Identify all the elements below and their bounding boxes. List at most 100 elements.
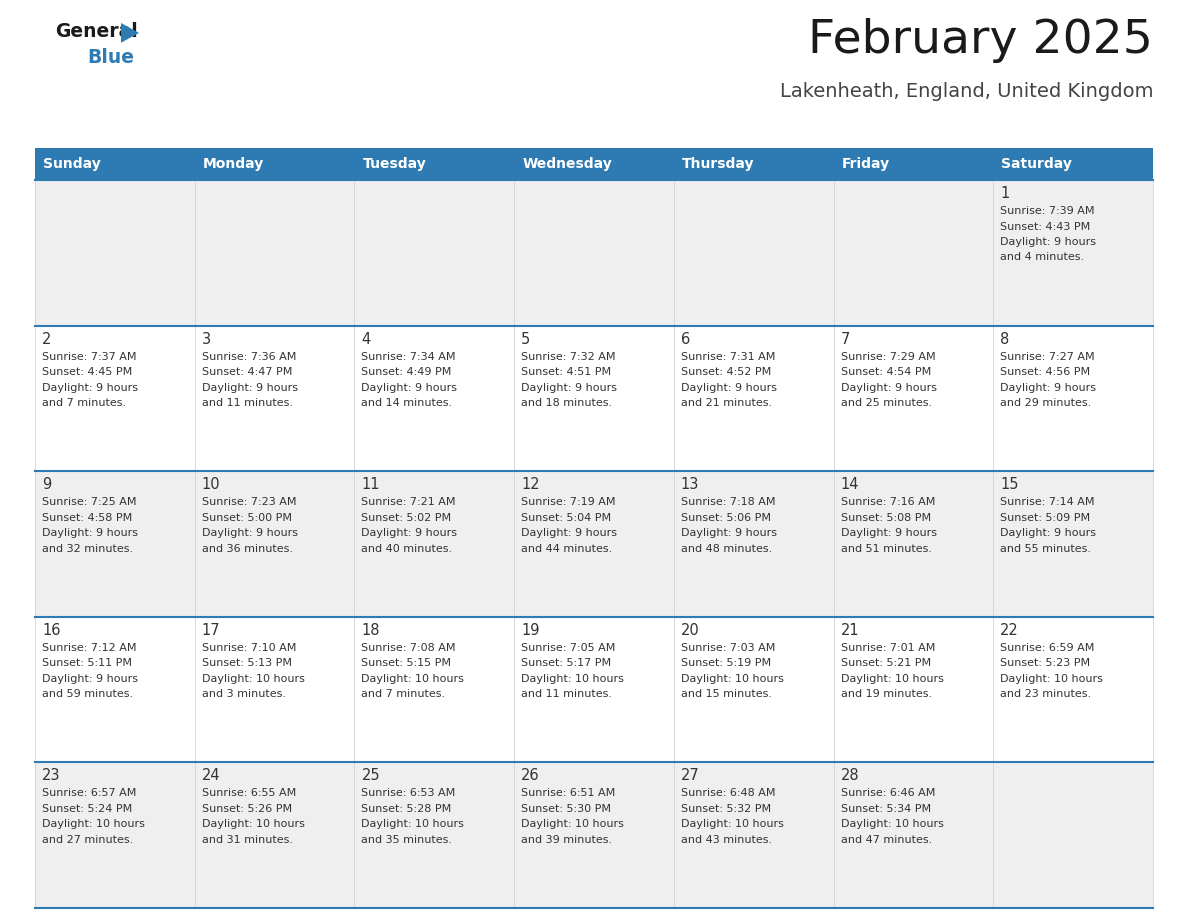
Text: Sunrise: 7:05 AM: Sunrise: 7:05 AM [522,643,615,653]
Text: Daylight: 9 hours: Daylight: 9 hours [841,383,936,393]
Bar [674,471,834,617]
Text: Sunrise: 7:29 AM: Sunrise: 7:29 AM [841,352,935,362]
Bar [834,180,993,326]
Bar [514,617,674,763]
Text: Sunrise: 6:48 AM: Sunrise: 6:48 AM [681,789,776,799]
Text: Sunrise: 7:37 AM: Sunrise: 7:37 AM [42,352,137,362]
Text: Daylight: 9 hours: Daylight: 9 hours [681,383,777,393]
Text: Daylight: 10 hours: Daylight: 10 hours [361,820,465,829]
Text: and 21 minutes.: and 21 minutes. [681,398,772,409]
Text: Daylight: 9 hours: Daylight: 9 hours [681,528,777,538]
Text: and 43 minutes.: and 43 minutes. [681,834,772,845]
Text: Daylight: 10 hours: Daylight: 10 hours [841,674,943,684]
Bar [993,617,1154,763]
Text: Sunrise: 7:39 AM: Sunrise: 7:39 AM [1000,206,1095,216]
Bar [834,763,993,908]
Text: Sunset: 4:49 PM: Sunset: 4:49 PM [361,367,451,377]
Bar [993,148,1154,180]
Text: Sunset: 5:00 PM: Sunset: 5:00 PM [202,512,292,522]
Text: and 55 minutes.: and 55 minutes. [1000,543,1092,554]
Text: and 14 minutes.: and 14 minutes. [361,398,453,409]
Text: Blue: Blue [87,48,134,67]
Text: Daylight: 9 hours: Daylight: 9 hours [42,383,138,393]
Bar [674,763,834,908]
Text: Sunset: 5:09 PM: Sunset: 5:09 PM [1000,512,1091,522]
Text: and 40 minutes.: and 40 minutes. [361,543,453,554]
Bar [354,180,514,326]
Text: Sunrise: 7:19 AM: Sunrise: 7:19 AM [522,498,615,508]
Bar [514,763,674,908]
Text: 2: 2 [42,331,51,347]
Text: Sunrise: 7:08 AM: Sunrise: 7:08 AM [361,643,456,653]
Text: Sunset: 5:32 PM: Sunset: 5:32 PM [681,804,771,814]
Text: Daylight: 10 hours: Daylight: 10 hours [522,820,624,829]
Text: 21: 21 [841,622,859,638]
Text: 28: 28 [841,768,859,783]
Text: and 36 minutes.: and 36 minutes. [202,543,292,554]
Text: Sunset: 4:45 PM: Sunset: 4:45 PM [42,367,132,377]
Bar [34,617,195,763]
Bar [195,617,354,763]
Text: Tuesday: Tuesday [362,157,426,171]
Text: Sunset: 4:47 PM: Sunset: 4:47 PM [202,367,292,377]
Text: 10: 10 [202,477,220,492]
Text: Daylight: 9 hours: Daylight: 9 hours [1000,528,1097,538]
Text: Sunrise: 7:34 AM: Sunrise: 7:34 AM [361,352,456,362]
Text: Wednesday: Wednesday [523,157,612,171]
Text: 15: 15 [1000,477,1019,492]
Text: Sunrise: 6:59 AM: Sunrise: 6:59 AM [1000,643,1094,653]
Text: Daylight: 10 hours: Daylight: 10 hours [361,674,465,684]
Text: and 39 minutes.: and 39 minutes. [522,834,612,845]
Bar [834,471,993,617]
Text: 1: 1 [1000,186,1010,201]
Text: Daylight: 10 hours: Daylight: 10 hours [1000,674,1104,684]
Text: Sunrise: 7:03 AM: Sunrise: 7:03 AM [681,643,776,653]
Text: Sunset: 5:04 PM: Sunset: 5:04 PM [522,512,612,522]
Text: Sunset: 5:26 PM: Sunset: 5:26 PM [202,804,292,814]
Text: and 51 minutes.: and 51 minutes. [841,543,931,554]
Text: Sunrise: 6:53 AM: Sunrise: 6:53 AM [361,789,456,799]
Bar [34,326,195,471]
Bar [993,180,1154,326]
Text: Sunset: 5:34 PM: Sunset: 5:34 PM [841,804,930,814]
Bar [993,326,1154,471]
Bar [674,148,834,180]
Text: Sunset: 4:52 PM: Sunset: 4:52 PM [681,367,771,377]
Text: and 25 minutes.: and 25 minutes. [841,398,931,409]
Text: 20: 20 [681,622,700,638]
Bar [195,471,354,617]
Text: 11: 11 [361,477,380,492]
Text: Daylight: 9 hours: Daylight: 9 hours [202,528,298,538]
Text: Daylight: 10 hours: Daylight: 10 hours [841,820,943,829]
Bar [195,763,354,908]
Text: 14: 14 [841,477,859,492]
Text: 9: 9 [42,477,51,492]
Text: 25: 25 [361,768,380,783]
Bar [514,180,674,326]
Bar [834,617,993,763]
Text: Sunset: 5:23 PM: Sunset: 5:23 PM [1000,658,1091,668]
Text: and 59 minutes.: and 59 minutes. [42,689,133,700]
Text: and 18 minutes.: and 18 minutes. [522,398,612,409]
Bar [354,326,514,471]
Polygon shape [121,23,139,43]
Text: Sunset: 5:02 PM: Sunset: 5:02 PM [361,512,451,522]
Text: Daylight: 9 hours: Daylight: 9 hours [361,383,457,393]
Text: 24: 24 [202,768,220,783]
Text: February 2025: February 2025 [808,18,1154,63]
Text: Saturday: Saturday [1001,157,1072,171]
Text: Daylight: 9 hours: Daylight: 9 hours [202,383,298,393]
Text: Thursday: Thursday [682,157,754,171]
Text: Daylight: 9 hours: Daylight: 9 hours [42,674,138,684]
Text: Sunset: 4:43 PM: Sunset: 4:43 PM [1000,221,1091,231]
Bar [195,326,354,471]
Text: Daylight: 9 hours: Daylight: 9 hours [1000,383,1097,393]
Text: 17: 17 [202,622,220,638]
Text: 5: 5 [522,331,530,347]
Text: Sunrise: 7:16 AM: Sunrise: 7:16 AM [841,498,935,508]
Bar [514,326,674,471]
Bar [834,326,993,471]
Text: Daylight: 9 hours: Daylight: 9 hours [42,528,138,538]
Bar [993,763,1154,908]
Text: Sunrise: 6:57 AM: Sunrise: 6:57 AM [42,789,137,799]
